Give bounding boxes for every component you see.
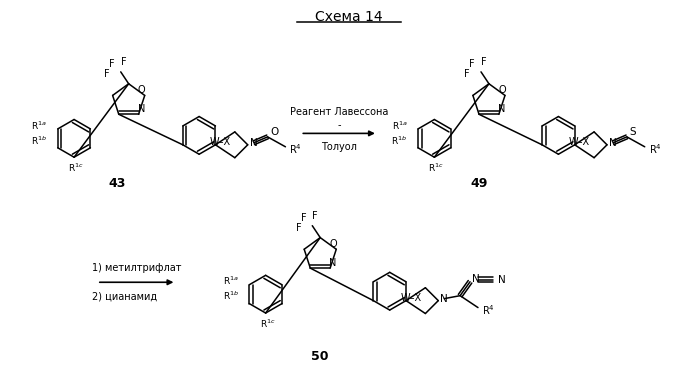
Text: N: N — [609, 138, 617, 148]
Text: R$^{1c}$: R$^{1c}$ — [428, 162, 445, 174]
Text: O: O — [138, 85, 145, 95]
Text: 2) цианамид: 2) цианамид — [92, 291, 157, 301]
Text: R$^{1a}$: R$^{1a}$ — [31, 119, 48, 132]
Text: F: F — [469, 59, 475, 69]
Text: R$^{1a}$: R$^{1a}$ — [391, 119, 408, 132]
Text: W–X: W–X — [210, 137, 231, 147]
Text: O: O — [498, 85, 506, 95]
Text: N: N — [329, 258, 337, 268]
Text: W–X: W–X — [401, 293, 421, 303]
Text: R$^{1c}$: R$^{1c}$ — [69, 162, 84, 174]
Text: R$^{1a}$: R$^{1a}$ — [223, 275, 239, 287]
Text: 1) метилтрифлат: 1) метилтрифлат — [92, 263, 182, 273]
Text: F: F — [121, 57, 127, 67]
Text: 43: 43 — [108, 176, 125, 189]
Text: S: S — [630, 127, 637, 137]
Text: N: N — [138, 104, 145, 114]
Text: N: N — [250, 138, 257, 148]
Text: Реагент Лавессона: Реагент Лавессона — [290, 107, 388, 117]
Text: N: N — [472, 274, 480, 284]
Text: F: F — [312, 211, 318, 221]
Text: N: N — [440, 294, 448, 304]
Text: 50: 50 — [312, 350, 329, 363]
Text: O: O — [329, 239, 337, 249]
Text: N: N — [498, 275, 505, 285]
Text: R$^{1b}$: R$^{1b}$ — [223, 290, 239, 302]
Text: F: F — [109, 59, 115, 69]
Text: 49: 49 — [470, 176, 488, 189]
Text: W–X: W–X — [569, 137, 590, 147]
Text: O: O — [271, 127, 279, 137]
Text: R$^4$: R$^4$ — [482, 304, 495, 317]
Text: R$^4$: R$^4$ — [289, 142, 302, 156]
Text: Схема 14: Схема 14 — [315, 10, 383, 24]
Text: F: F — [296, 223, 301, 233]
Text: R$^{1b}$: R$^{1b}$ — [391, 134, 408, 147]
Text: Толуол: Толуол — [321, 142, 357, 152]
Text: F: F — [481, 57, 487, 67]
Text: R$^4$: R$^4$ — [649, 142, 661, 156]
Text: R$^{1b}$: R$^{1b}$ — [31, 134, 48, 147]
Text: R$^{1c}$: R$^{1c}$ — [260, 318, 275, 330]
Text: -: - — [338, 121, 341, 131]
Text: F: F — [301, 213, 306, 223]
Text: N: N — [498, 104, 505, 114]
Text: F: F — [464, 69, 470, 79]
Text: F: F — [104, 69, 110, 79]
